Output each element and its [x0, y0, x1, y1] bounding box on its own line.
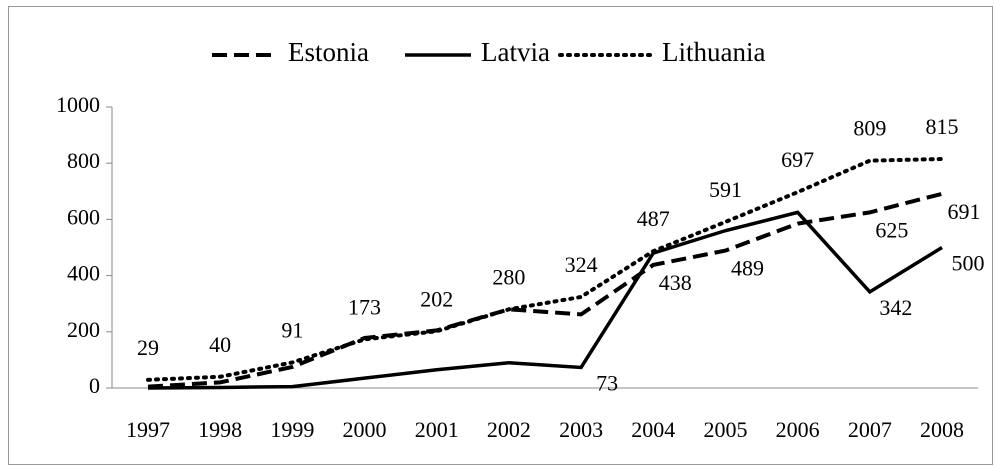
data-label: 91	[281, 317, 303, 342]
data-label: 324	[565, 252, 598, 277]
data-label: 40	[209, 332, 231, 357]
x-tick-label: 2004	[631, 417, 675, 442]
x-tick-label: 2006	[776, 417, 820, 442]
data-label: 815	[926, 114, 959, 139]
data-label: 489	[731, 256, 764, 281]
x-tick-label: 1997	[126, 417, 170, 442]
chart-frame	[8, 6, 993, 465]
y-tick-label: 0	[89, 373, 100, 398]
data-label: 691	[948, 199, 981, 224]
x-tick-label: 2007	[848, 417, 892, 442]
data-label: 29	[137, 335, 159, 360]
legend-label: Estonia	[288, 37, 369, 67]
y-tick-label: 600	[67, 204, 100, 229]
series-line	[147, 191, 943, 389]
data-label: 173	[348, 294, 381, 319]
legend-label: Latvia	[481, 37, 550, 67]
data-label: 809	[853, 116, 886, 141]
y-tick-label: 800	[67, 148, 100, 173]
data-label: 487	[637, 206, 670, 231]
data-label: 500	[952, 251, 985, 276]
x-tick-label: 2002	[487, 417, 531, 442]
y-tick-label: 1000	[56, 92, 100, 117]
data-label: 73	[596, 371, 618, 396]
data-label: 625	[875, 217, 908, 242]
x-tick-label: 2003	[559, 417, 603, 442]
data-label: 591	[709, 177, 742, 202]
x-tick-label: 2008	[920, 417, 964, 442]
y-tick-label: 400	[67, 261, 100, 286]
x-tick-label: 2005	[703, 417, 747, 442]
data-label: 202	[420, 286, 453, 311]
y-tick-label: 200	[67, 317, 100, 342]
legend-label: Lithuania	[662, 37, 765, 67]
data-label: 280	[492, 264, 525, 289]
x-tick-label: 1999	[270, 417, 314, 442]
data-label: 438	[659, 270, 692, 295]
x-tick-label: 2000	[343, 417, 387, 442]
x-tick-label: 2001	[415, 417, 459, 442]
series-line	[146, 156, 944, 382]
data-label: 697	[781, 147, 814, 172]
series-line	[147, 210, 943, 390]
data-label: 342	[879, 295, 912, 320]
x-tick-label: 1998	[198, 417, 242, 442]
